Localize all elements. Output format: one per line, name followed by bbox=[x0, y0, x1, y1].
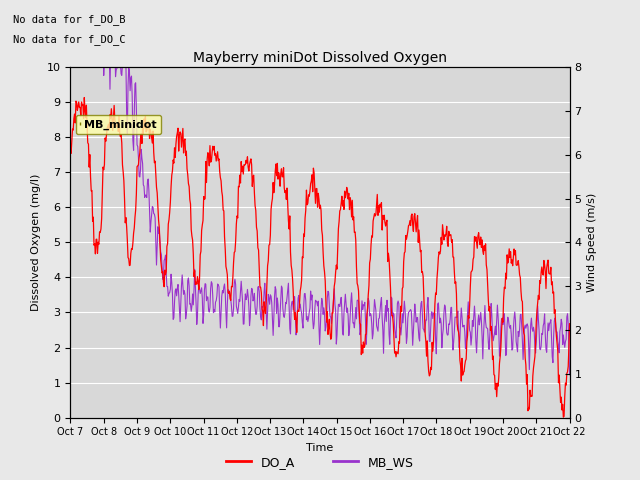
X-axis label: Time: Time bbox=[307, 443, 333, 453]
Title: Mayberry miniDot Dissolved Oxygen: Mayberry miniDot Dissolved Oxygen bbox=[193, 51, 447, 65]
Legend: MB_minidot: MB_minidot bbox=[76, 115, 161, 134]
Y-axis label: Dissolved Oxygen (mg/l): Dissolved Oxygen (mg/l) bbox=[31, 174, 41, 311]
Text: No data for f_DO_B: No data for f_DO_B bbox=[13, 14, 125, 25]
Y-axis label: Wind Speed (m/s): Wind Speed (m/s) bbox=[587, 193, 597, 292]
Text: No data for f_DO_C: No data for f_DO_C bbox=[13, 34, 125, 45]
Legend: DO_A, MB_WS: DO_A, MB_WS bbox=[221, 451, 419, 474]
